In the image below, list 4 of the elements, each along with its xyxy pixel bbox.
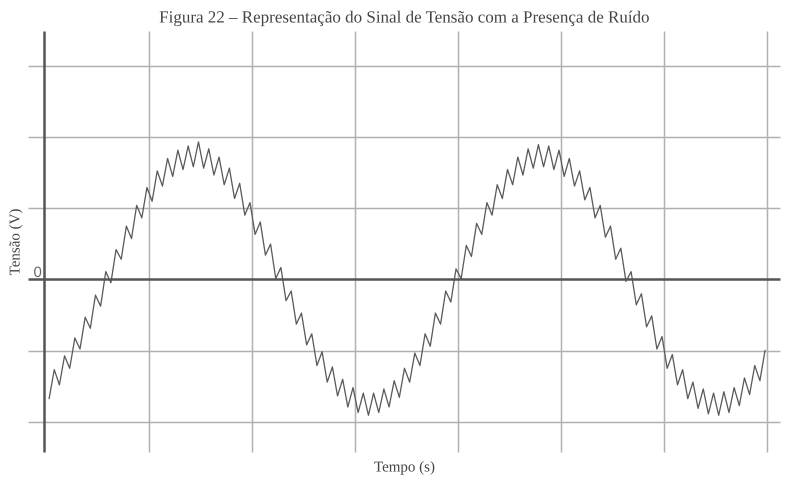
chart-title: Figura 22 – Representação do Sinal de Tensão com a Presença de Ruído [159, 8, 650, 26]
text: 0 [34, 264, 42, 281]
x-axis-title: Tempo (s) [374, 460, 436, 476]
y-axis-title: Tensão (V) [8, 208, 24, 276]
